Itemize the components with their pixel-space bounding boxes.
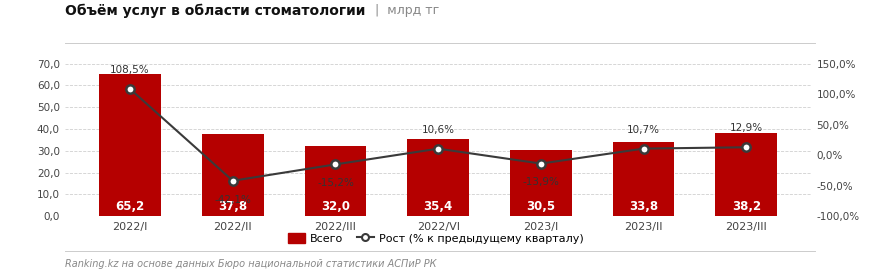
Text: 38,2: 38,2 xyxy=(732,200,761,213)
Text: 108,5%: 108,5% xyxy=(110,65,150,75)
Text: 32,0: 32,0 xyxy=(321,200,350,213)
Text: 10,7%: 10,7% xyxy=(627,125,660,135)
Text: |  млрд тг: | млрд тг xyxy=(375,4,439,17)
Text: Объём услуг в области стоматологии: Объём услуг в области стоматологии xyxy=(65,4,365,19)
Text: 35,4: 35,4 xyxy=(424,200,453,213)
Legend: Всего, Рост (% к предыдущему кварталу): Всего, Рост (% к предыдущему кварталу) xyxy=(288,233,584,244)
Text: 65,2: 65,2 xyxy=(115,200,145,213)
Bar xyxy=(304,147,366,216)
Text: -13,9%: -13,9% xyxy=(522,178,559,188)
Text: -42,1%: -42,1% xyxy=(215,195,251,205)
Text: 33,8: 33,8 xyxy=(629,200,658,213)
Text: -15,2%: -15,2% xyxy=(317,178,354,188)
Text: Ranking.kz на основе данных Бюро национальной статистики АСПиР РК: Ranking.kz на основе данных Бюро национа… xyxy=(65,259,437,269)
Text: 30,5: 30,5 xyxy=(527,200,555,213)
Bar xyxy=(510,150,572,216)
Bar xyxy=(613,142,674,216)
Bar xyxy=(99,74,161,216)
Text: 10,6%: 10,6% xyxy=(422,125,454,135)
Bar xyxy=(202,134,263,216)
Bar xyxy=(715,133,777,216)
Text: 12,9%: 12,9% xyxy=(730,123,763,133)
Text: 37,8: 37,8 xyxy=(218,200,248,213)
Bar xyxy=(407,139,469,216)
